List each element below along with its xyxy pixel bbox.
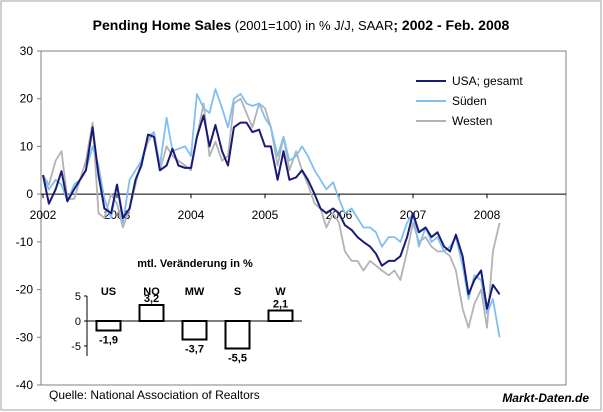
y-tick-label: -40 (16, 378, 34, 392)
inset-category-label: US (101, 286, 116, 298)
plot-area (40, 50, 567, 386)
legend-label-westen: Westen (452, 114, 492, 128)
legend-label-sueden: Süden (452, 94, 487, 108)
y-tick-label: 30 (20, 44, 34, 58)
y-tick-label: -20 (16, 283, 34, 297)
inset-data-label: 3,2 (144, 293, 159, 305)
source-note: Quelle: National Association of Realtors (49, 388, 260, 402)
chart-title-tail: ; 2002 - Feb. 2008 (393, 17, 509, 33)
inset-category-label: W (275, 286, 286, 298)
inset-y-tick-label: -5 (71, 341, 81, 353)
series-line-usa-gesamt (42, 114, 501, 310)
inset-data-label: 2,1 (273, 299, 288, 311)
x-axis: 2002 2003 2004 2005 2006 2007 2008 (30, 193, 566, 222)
inset-bar-mw (181, 320, 208, 341)
inset-bar-s (224, 320, 251, 350)
inset-title: mtl. Veränderung in % (137, 258, 253, 270)
x-tick-label: 2004 (178, 208, 205, 222)
y-axis: 30 20 10 0 -10 -20 -30 -40 (16, 44, 41, 392)
inset-data-label: -3,7 (185, 344, 204, 356)
inset-category-label: MW (185, 286, 205, 298)
x-tick-label: 2005 (252, 208, 279, 222)
y-tick-label: -10 (16, 235, 34, 249)
x-tick-label: 2008 (474, 208, 501, 222)
series-lines (42, 88, 501, 338)
inset-category-label: S (234, 286, 241, 298)
legend: USA; gesamt Süden Westen (416, 74, 523, 128)
y-tick-label: 10 (20, 139, 34, 153)
inset-y-tick-label: 0 (75, 316, 81, 328)
inset-data-label: -1,9 (99, 335, 118, 347)
inset-y-tick-label: 5 (75, 291, 81, 303)
inset-data-label: -5,5 (228, 353, 247, 365)
inset-bar-chart: mtl. Veränderung in % 5 0 -5 US -1,9 NO3,2 MW -3… (71, 258, 302, 365)
inset-bar-us (95, 320, 122, 332)
y-tick-label: 20 (20, 92, 34, 106)
x-tick-label: 2002 (30, 208, 57, 222)
y-tick-label: 0 (26, 187, 33, 201)
legend-label-usa-gesamt: USA; gesamt (452, 74, 523, 88)
chart-title-mid: (2001=100) in % J/J, SAAR (231, 18, 393, 33)
chart-title-bold: Pending Home Sales (93, 17, 232, 33)
inset-bar-w (267, 309, 294, 322)
inset-bar-no (138, 304, 165, 322)
brand-label: Markt-Daten.de (502, 391, 589, 405)
y-tick-label: -30 (16, 330, 34, 344)
inset-category-label: NO (143, 286, 160, 298)
chart-title: Pending Home Sales (2001=100) in % J/J, … (93, 17, 510, 33)
